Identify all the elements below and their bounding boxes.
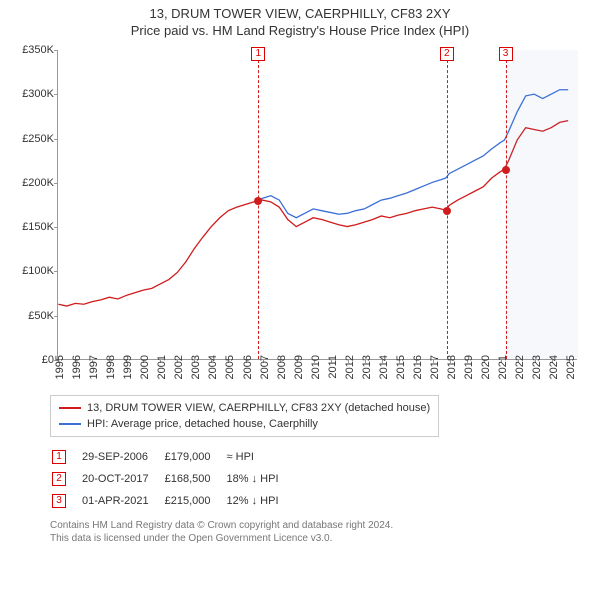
y-tick (54, 50, 58, 51)
x-axis-label: 2019 (463, 355, 475, 379)
table-row: 1 29-SEP-2006£179,000≈ HPI (52, 447, 293, 467)
legend-label: 13, DRUM TOWER VIEW, CAERPHILLY, CF83 2X… (87, 402, 430, 414)
x-axis-label: 2012 (344, 355, 356, 379)
sale-marker-dot (502, 166, 510, 174)
sale-price: £215,000 (165, 491, 225, 511)
sale-idx-box: 1 (52, 450, 66, 464)
x-axis-label: 2001 (156, 355, 168, 379)
x-axis-label: 2021 (497, 355, 509, 379)
x-axis-label: 2007 (259, 355, 271, 379)
sales-table: 1 29-SEP-2006£179,000≈ HPI 2 20-OCT-2017£16… (50, 445, 295, 513)
sale-idx-box: 3 (52, 494, 66, 508)
sale-delta: ≈ HPI (227, 447, 293, 467)
y-axis-label: £150K (14, 221, 54, 233)
chart-area: £0 £50K £100K £150K £200K £250K £300K £350K 1995… (15, 40, 585, 395)
table-row: 2 20-OCT-2017£168,50018% ↓ HPI (52, 469, 293, 489)
table-row: 3 01-APR-2021£215,00012% ↓ HPI (52, 491, 293, 511)
sale-delta: 18% ↓ HPI (227, 469, 293, 489)
future-shade (505, 50, 578, 359)
legend-swatch (59, 423, 81, 425)
x-axis-label: 2013 (361, 355, 373, 379)
x-axis-label: 1997 (88, 355, 100, 379)
x-axis-label: 2017 (429, 355, 441, 379)
sale-date: 01-APR-2021 (82, 491, 163, 511)
x-axis-label: 2008 (276, 355, 288, 379)
x-axis-label: 2016 (412, 355, 424, 379)
x-axis-label: 2014 (378, 355, 390, 379)
page-title: 13, DRUM TOWER VIEW, CAERPHILLY, CF83 2X… (0, 6, 600, 21)
sale-delta: 12% ↓ HPI (227, 491, 293, 511)
footer-attribution: Contains HM Land Registry data © Crown c… (50, 519, 600, 545)
x-axis-label: 1998 (105, 355, 117, 379)
sale-marker-box: 2 (440, 47, 454, 61)
x-axis-label: 2002 (173, 355, 185, 379)
x-axis-label: 2011 (327, 355, 339, 379)
legend-row: HPI: Average price, detached house, Caer… (59, 416, 430, 432)
legend-row: 13, DRUM TOWER VIEW, CAERPHILLY, CF83 2X… (59, 400, 430, 416)
y-tick (54, 94, 58, 95)
sale-price: £179,000 (165, 447, 225, 467)
legend-swatch (59, 407, 81, 409)
y-tick (54, 139, 58, 140)
x-axis-label: 2018 (446, 355, 458, 379)
chart-lines (58, 50, 577, 359)
x-axis-label: 2024 (548, 355, 560, 379)
x-axis-label: 1999 (122, 355, 134, 379)
sale-marker-box: 3 (499, 47, 513, 61)
title-block: 13, DRUM TOWER VIEW, CAERPHILLY, CF83 2X… (0, 0, 600, 40)
y-tick (54, 227, 58, 228)
y-tick (54, 316, 58, 317)
x-axis-label: 2015 (395, 355, 407, 379)
y-axis-label: £100K (14, 265, 54, 277)
x-axis-label: 1996 (71, 355, 83, 379)
x-axis-label: 2025 (565, 355, 577, 379)
sale-marker-line (506, 50, 507, 359)
x-axis-label: 1995 (54, 355, 66, 379)
sale-marker-dot (254, 197, 262, 205)
x-axis-label: 2022 (514, 355, 526, 379)
x-axis-label: 2010 (310, 355, 322, 379)
x-axis-label: 2004 (207, 355, 219, 379)
y-axis-label: £200K (14, 177, 54, 189)
sale-marker-box: 1 (251, 47, 265, 61)
x-axis-label: 2000 (139, 355, 151, 379)
sale-date: 20-OCT-2017 (82, 469, 163, 489)
footer-line2: This data is licensed under the Open Gov… (50, 532, 600, 545)
y-axis-label: £0 (14, 354, 54, 366)
sale-marker-dot (443, 207, 451, 215)
y-axis-label: £350K (14, 44, 54, 56)
y-axis-label: £300K (14, 88, 54, 100)
x-axis-label: 2020 (480, 355, 492, 379)
sale-marker-line (447, 50, 448, 359)
legend-label: HPI: Average price, detached house, Caer… (87, 418, 318, 430)
x-axis-label: 2005 (224, 355, 236, 379)
y-axis-label: £250K (14, 133, 54, 145)
legend: 13, DRUM TOWER VIEW, CAERPHILLY, CF83 2X… (50, 395, 439, 437)
sale-idx-box: 2 (52, 472, 66, 486)
sale-date: 29-SEP-2006 (82, 447, 163, 467)
y-axis-label: £50K (14, 310, 54, 322)
x-axis-label: 2023 (531, 355, 543, 379)
footer-line1: Contains HM Land Registry data © Crown c… (50, 519, 600, 532)
y-tick (54, 183, 58, 184)
x-axis-label: 2009 (293, 355, 305, 379)
plot-region: £0£50K£100K£150K£200K£250K£300K£350K1995… (57, 50, 577, 360)
page-subtitle: Price paid vs. HM Land Registry's House … (0, 23, 600, 38)
x-axis-label: 2006 (242, 355, 254, 379)
sale-price: £168,500 (165, 469, 225, 489)
y-tick (54, 271, 58, 272)
x-axis-label: 2003 (190, 355, 202, 379)
